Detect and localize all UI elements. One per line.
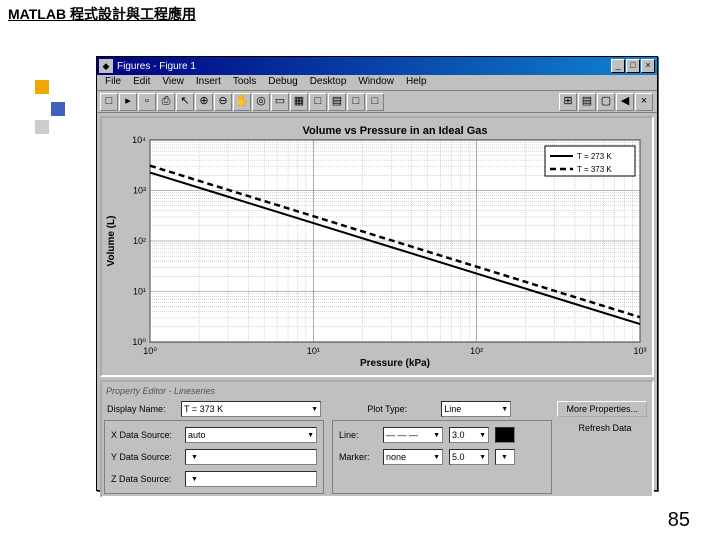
plot-type-select[interactable]: Line <box>441 401 511 417</box>
svg-text:Pressure (kPa): Pressure (kPa) <box>360 358 430 369</box>
more-properties-button[interactable]: More Properties... <box>557 401 647 417</box>
toolbar-button[interactable]: ✋ <box>233 93 251 111</box>
marker-size-select[interactable]: 5.0 <box>449 449 489 465</box>
toolbar-button[interactable]: ▢ <box>597 93 615 111</box>
menu-file[interactable]: File <box>99 75 127 90</box>
marker-label: Marker: <box>339 449 377 465</box>
svg-text:10³: 10³ <box>133 186 146 196</box>
z-source-label: Z Data Source: <box>111 471 179 487</box>
x-source-label: X Data Source: <box>111 427 179 443</box>
toolbar-button[interactable]: ◀ <box>616 93 634 111</box>
toolbar-button[interactable]: ↖ <box>176 93 194 111</box>
line-label: Line: <box>339 427 377 443</box>
svg-text:T = 273 K: T = 273 K <box>577 152 612 161</box>
menu-tools[interactable]: Tools <box>227 75 262 90</box>
line-style-select[interactable]: — — — <box>383 427 443 443</box>
svg-text:10³: 10³ <box>633 346 646 356</box>
deco-sq <box>35 80 49 94</box>
svg-text:10⁰: 10⁰ <box>132 337 146 347</box>
toolbar-button[interactable]: ⊕ <box>195 93 213 111</box>
toolbar: □▸▫⎙↖⊕⊖✋◎▭▦□▤□□⊞▤▢◀× <box>97 91 657 113</box>
deco-sq <box>51 102 65 116</box>
property-editor-title: Property Editor - Lineseries <box>104 384 650 398</box>
menu-edit[interactable]: Edit <box>127 75 156 90</box>
toolbar-button[interactable]: □ <box>347 93 365 111</box>
svg-text:T = 373 K: T = 373 K <box>577 165 612 174</box>
svg-text:Volume vs Pressure in an Ideal: Volume vs Pressure in an Ideal Gas <box>302 125 487 137</box>
toolbar-button[interactable]: ▫ <box>138 93 156 111</box>
line-color-select[interactable] <box>495 427 515 443</box>
y-source-label: Y Data Source: <box>111 449 179 465</box>
toolbar-button[interactable]: ▤ <box>578 93 596 111</box>
toolbar-button[interactable]: ▦ <box>290 93 308 111</box>
z-source-select[interactable] <box>185 471 317 487</box>
page-number: 85 <box>668 509 690 532</box>
maximize-button[interactable]: □ <box>626 59 640 73</box>
toolbar-button[interactable]: ◎ <box>252 93 270 111</box>
minimize-button[interactable]: _ <box>611 59 625 73</box>
svg-text:10¹: 10¹ <box>133 287 146 297</box>
toolbar-button[interactable]: ▤ <box>328 93 346 111</box>
toolbar-button[interactable]: □ <box>366 93 384 111</box>
toolbar-button[interactable]: ▭ <box>271 93 289 111</box>
window-title: Figures - Figure 1 <box>117 61 610 72</box>
display-name-label: Display Name: <box>107 401 175 417</box>
plot-area: 10⁰ 10¹ 10² 10³ 10⁰ 10¹ 10² 10³ 10⁴ Volume vs Pre… <box>100 116 654 377</box>
toolbar-button[interactable]: × <box>635 93 653 111</box>
menu-view[interactable]: View <box>156 75 190 90</box>
menu-window[interactable]: Window <box>352 75 400 90</box>
svg-text:10⁴: 10⁴ <box>132 135 146 145</box>
menubar: FileEditViewInsertToolsDebugDesktopWindo… <box>97 75 657 91</box>
style-panel: Line: — — — 3.0 Marker: none 5.0 <box>332 420 552 494</box>
display-name-select[interactable]: T = 373 K <box>181 401 321 417</box>
app-icon: ◆ <box>99 59 113 73</box>
svg-text:Volume (L): Volume (L) <box>106 216 117 267</box>
menu-desktop[interactable]: Desktop <box>304 75 353 90</box>
page-title: MATLAB 程式設計與工程應用 <box>0 0 720 28</box>
marker-color-select[interactable] <box>495 449 515 465</box>
marker-style-select[interactable]: none <box>383 449 443 465</box>
menu-insert[interactable]: Insert <box>190 75 227 90</box>
toolbar-button[interactable]: ⊖ <box>214 93 232 111</box>
y-source-select[interactable] <box>185 449 317 465</box>
property-editor: Property Editor - Lineseries Display Nam… <box>100 380 654 498</box>
plot-type-label: Plot Type: <box>367 401 435 417</box>
line-width-select[interactable]: 3.0 <box>449 427 489 443</box>
close-button[interactable]: × <box>641 59 655 73</box>
data-source-panel: X Data Source: auto Y Data Source: Z Data… <box>104 420 324 494</box>
menu-help[interactable]: Help <box>400 75 433 90</box>
figure-window: ◆ Figures - Figure 1 _ □ × FileEditViewI… <box>96 56 658 491</box>
toolbar-button[interactable]: □ <box>309 93 327 111</box>
menu-debug[interactable]: Debug <box>262 75 303 90</box>
svg-text:10²: 10² <box>133 236 146 246</box>
x-source-select[interactable]: auto <box>185 427 317 443</box>
refresh-data-button[interactable]: Refresh Data <box>563 423 647 433</box>
deco-sq <box>35 120 49 134</box>
toolbar-button[interactable]: □ <box>100 93 118 111</box>
chart: 10⁰ 10¹ 10² 10³ 10⁰ 10¹ 10² 10³ 10⁴ Volume vs Pre… <box>102 118 652 370</box>
svg-text:10⁰: 10⁰ <box>143 346 157 356</box>
toolbar-button[interactable]: ⎙ <box>157 93 175 111</box>
toolbar-button[interactable]: ⊞ <box>559 93 577 111</box>
titlebar: ◆ Figures - Figure 1 _ □ × <box>97 57 657 75</box>
toolbar-button[interactable]: ▸ <box>119 93 137 111</box>
svg-text:10²: 10² <box>470 346 483 356</box>
svg-text:10¹: 10¹ <box>307 346 320 356</box>
